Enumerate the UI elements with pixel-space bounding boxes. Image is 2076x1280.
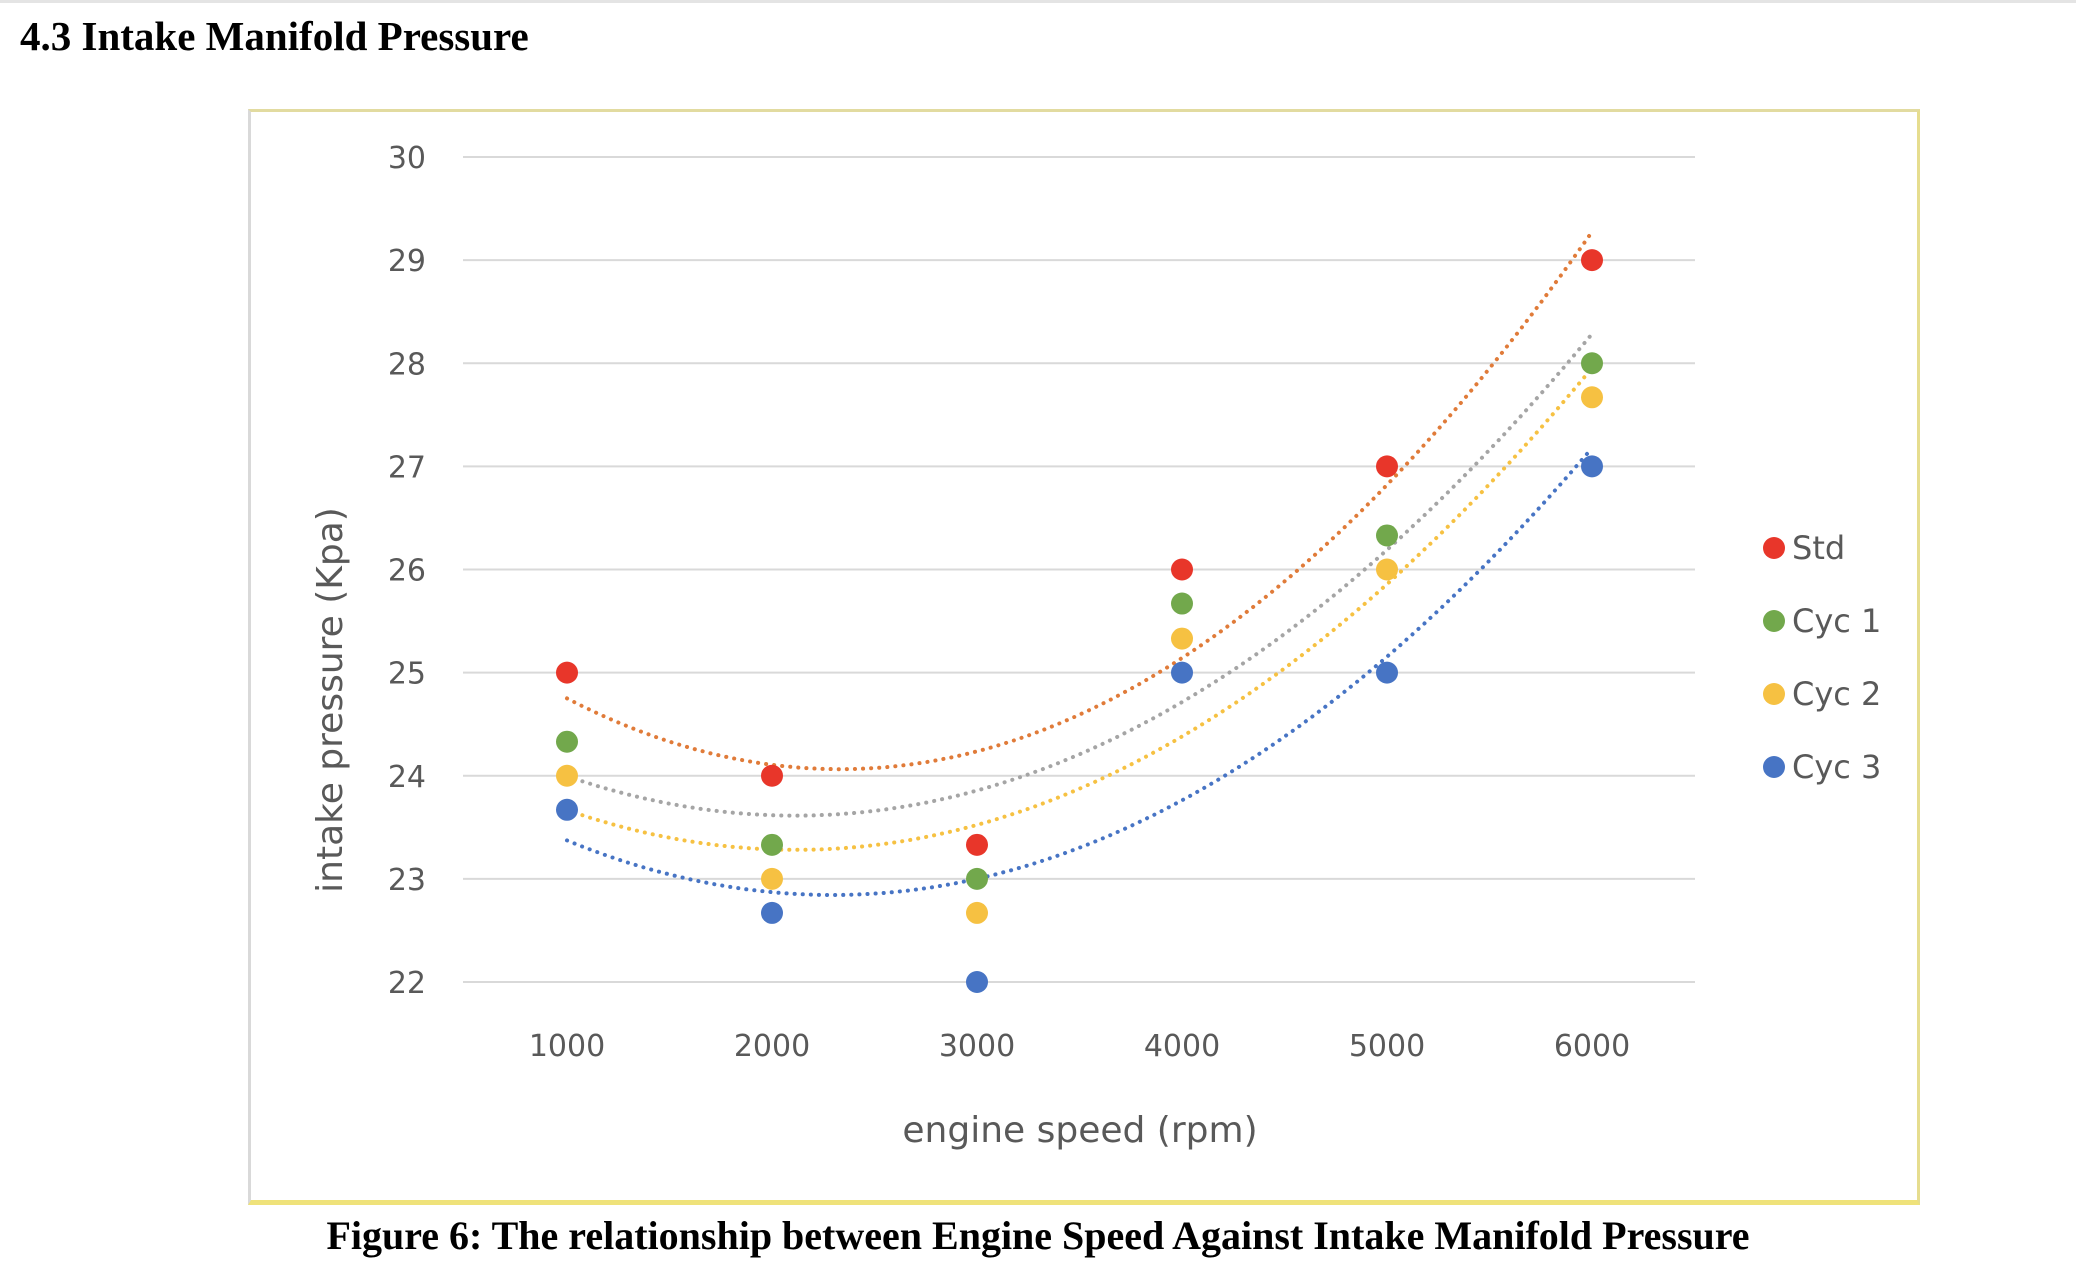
data-points (556, 249, 1603, 993)
figure-caption: Figure 6: The relationship between Engin… (326, 1213, 1750, 1258)
point-cyc-1 (1581, 352, 1603, 375)
legend-label: Cyc 2 (1792, 675, 1881, 713)
point-std (1581, 249, 1603, 272)
x-tick-label: 2000 (734, 1029, 810, 1064)
x-tick-labels: 1000 2000 3000 4000 5000 6000 (529, 1029, 1630, 1064)
legend-marker (1763, 683, 1785, 705)
legend: Std Cyc 1 Cyc 2 Cyc 3 (1763, 529, 1881, 786)
x-tick-label: 4000 (1144, 1029, 1220, 1064)
point-cyc-2 (1171, 627, 1193, 650)
y-axis-title: intake pressure (Kpa) (310, 507, 351, 893)
y-tick-label: 22 (388, 966, 426, 1001)
y-tick-label: 30 (388, 141, 426, 176)
gridlines (463, 156, 1695, 983)
x-tick-label: 1000 (529, 1029, 605, 1064)
point-cyc-3 (1171, 661, 1193, 684)
trendline-std (565, 229, 1594, 772)
legend-marker (1763, 610, 1785, 632)
y-tick-label: 24 (388, 760, 426, 795)
point-cyc-2 (966, 901, 988, 924)
legend-label: Cyc 3 (1792, 748, 1881, 786)
point-cyc-1 (556, 730, 578, 753)
point-cyc-1 (1171, 592, 1193, 615)
chart-frame (248, 109, 1920, 1205)
y-tick-labels: 22 23 24 25 26 27 28 29 30 (388, 141, 426, 1001)
y-tick-label: 25 (388, 657, 426, 692)
point-cyc-3 (1581, 455, 1603, 478)
y-tick-label: 26 (388, 554, 426, 589)
point-cyc-2 (1376, 558, 1398, 581)
point-std (1171, 558, 1193, 581)
point-cyc-1 (1376, 524, 1398, 547)
x-tick-label: 6000 (1554, 1029, 1630, 1064)
point-cyc-2 (556, 764, 578, 787)
x-tick-label: 5000 (1349, 1029, 1425, 1064)
y-tick-label: 23 (388, 863, 426, 898)
trendline-cyc-3 (565, 446, 1594, 897)
x-tick-label: 3000 (939, 1029, 1015, 1064)
point-cyc-3 (761, 901, 783, 924)
legend-marker (1763, 756, 1785, 778)
legend-marker (1763, 537, 1785, 559)
point-cyc-1 (761, 833, 783, 856)
legend-label: Std (1792, 529, 1845, 567)
point-cyc-3 (556, 798, 578, 821)
trendlines (565, 229, 1594, 897)
point-std (556, 661, 578, 684)
point-cyc-3 (966, 971, 988, 993)
y-tick-label: 27 (388, 450, 426, 485)
y-tick-label: 29 (388, 244, 426, 279)
point-cyc-3 (1376, 661, 1398, 684)
section-heading: 4.3 Intake Manifold Pressure (20, 13, 529, 59)
point-std (1376, 455, 1398, 478)
trendline-cyc-1 (565, 331, 1594, 818)
trendline-cyc-2 (565, 365, 1594, 852)
point-cyc-2 (761, 867, 783, 890)
top-rule (0, 0, 2076, 3)
point-cyc-2 (1581, 386, 1603, 409)
legend-label: Cyc 1 (1792, 602, 1881, 640)
point-cyc-1 (966, 867, 988, 890)
y-tick-label: 28 (388, 347, 426, 382)
point-std (761, 764, 783, 787)
x-axis-title: engine speed (rpm) (902, 1110, 1257, 1151)
point-std (966, 833, 988, 856)
